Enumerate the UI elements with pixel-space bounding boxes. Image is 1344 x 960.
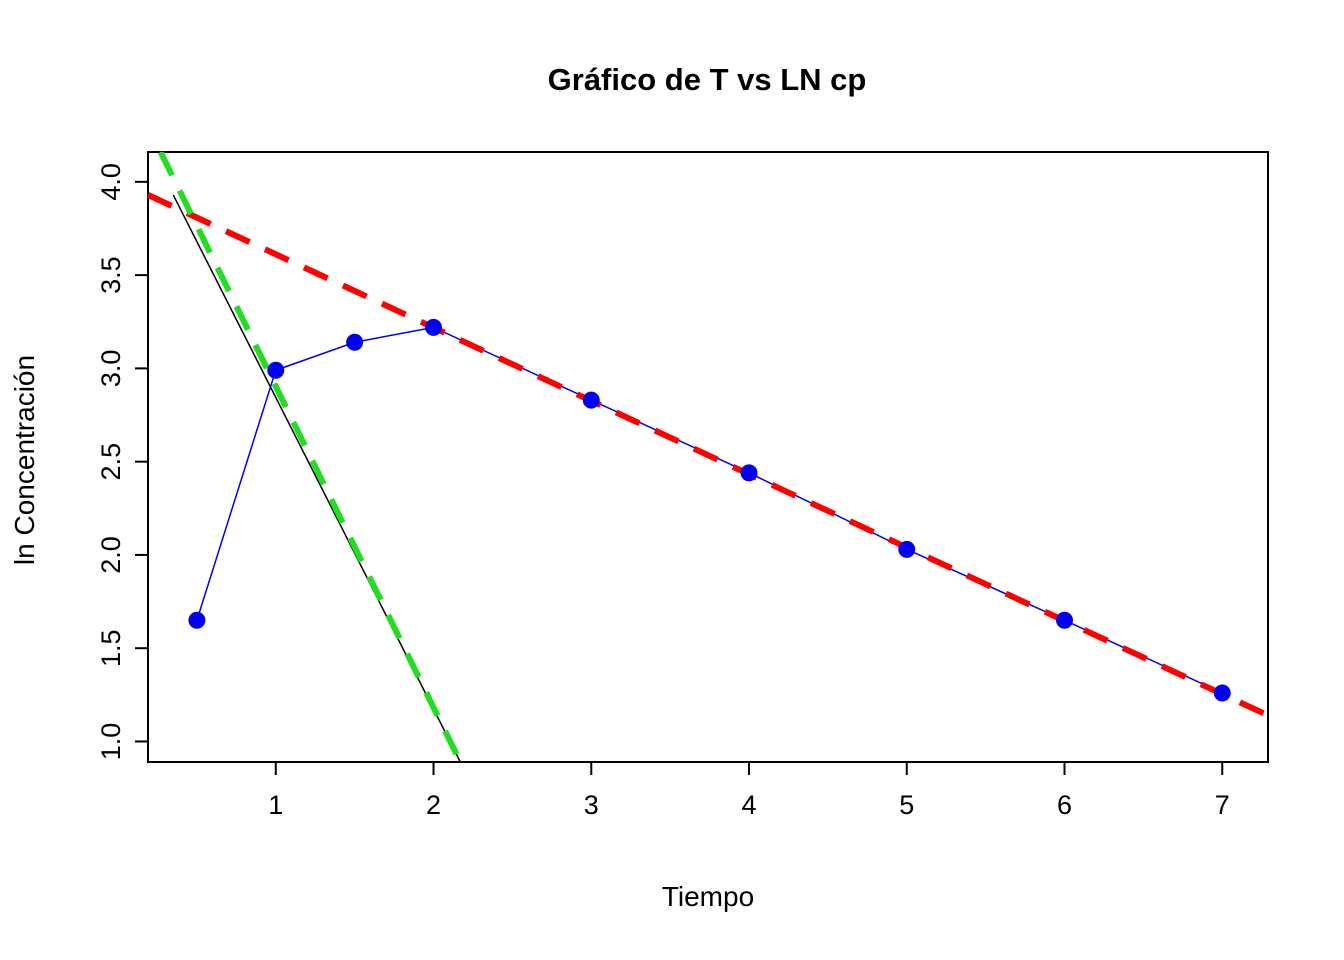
y-tick-label: 3.0 <box>96 350 126 388</box>
y-tick-label: 2.0 <box>96 536 126 574</box>
plot-clip-group <box>148 152 1268 762</box>
plot-area: 1 2 3 4 5 6 7 1.0 1.5 2.0 2.5 3.0 3.5 4.0 <box>96 151 1269 820</box>
y-tick-label: 1.5 <box>96 629 126 667</box>
y-tick-label: 4.0 <box>96 163 126 201</box>
data-point <box>425 318 443 336</box>
data-point <box>1056 611 1074 629</box>
data-point <box>188 611 206 629</box>
chart-title: Gráfico de T vs LN cp <box>548 62 867 97</box>
x-tick-label: 4 <box>741 790 756 820</box>
series-polyline <box>196 326 1223 694</box>
data-point <box>346 333 364 351</box>
distribution-phase-fit <box>157 152 464 762</box>
terminal-elimination-fit <box>148 192 1268 719</box>
y-axis-label: ln Concentración <box>9 355 40 565</box>
data-point <box>582 391 600 409</box>
x-tick-label: 6 <box>1057 790 1072 820</box>
x-tick-label: 7 <box>1215 790 1230 820</box>
x-axis-label: Tiempo <box>662 881 754 912</box>
data-point <box>267 361 285 379</box>
x-tick-label: 5 <box>899 790 914 820</box>
y-tick-label: 1.0 <box>96 723 126 761</box>
x-tick-label: 3 <box>584 790 599 820</box>
data-point <box>740 464 758 482</box>
y-tick-label: 2.5 <box>96 443 126 481</box>
data-point <box>1213 684 1231 702</box>
y-tick-label: 3.5 <box>96 256 126 294</box>
x-tick-label: 1 <box>268 790 283 820</box>
x-tick-label: 2 <box>426 790 441 820</box>
plot-box <box>147 151 1269 763</box>
data-point <box>898 540 916 558</box>
